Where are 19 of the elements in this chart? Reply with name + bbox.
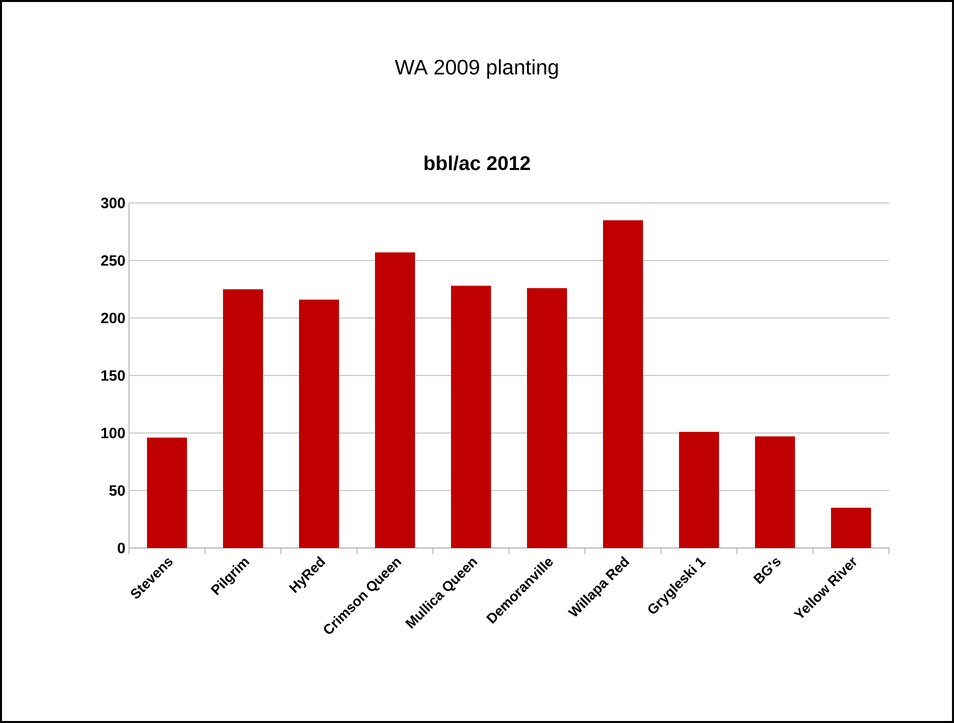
- bar: [679, 432, 720, 548]
- bar: [831, 508, 872, 548]
- chart-title: WA 2009 planting: [394, 59, 558, 79]
- bar: [299, 300, 340, 548]
- chart-subtitle: bbl/ac 2012: [424, 156, 530, 170]
- bar: [375, 252, 416, 548]
- y-tick-label: 200: [101, 312, 125, 324]
- bar: [527, 288, 568, 548]
- bar: [451, 286, 492, 548]
- bar: [603, 220, 644, 548]
- bar: [147, 438, 188, 548]
- y-tick-label: 0: [118, 542, 125, 554]
- y-tick-label: 300: [100, 198, 125, 208]
- bar: [223, 289, 264, 548]
- y-tick-label: 150: [101, 370, 125, 381]
- y-tick-label: 250: [101, 255, 125, 266]
- y-tick-label: 50: [109, 485, 125, 496]
- y-tick-label: 100: [101, 428, 125, 438]
- bar: [755, 436, 796, 548]
